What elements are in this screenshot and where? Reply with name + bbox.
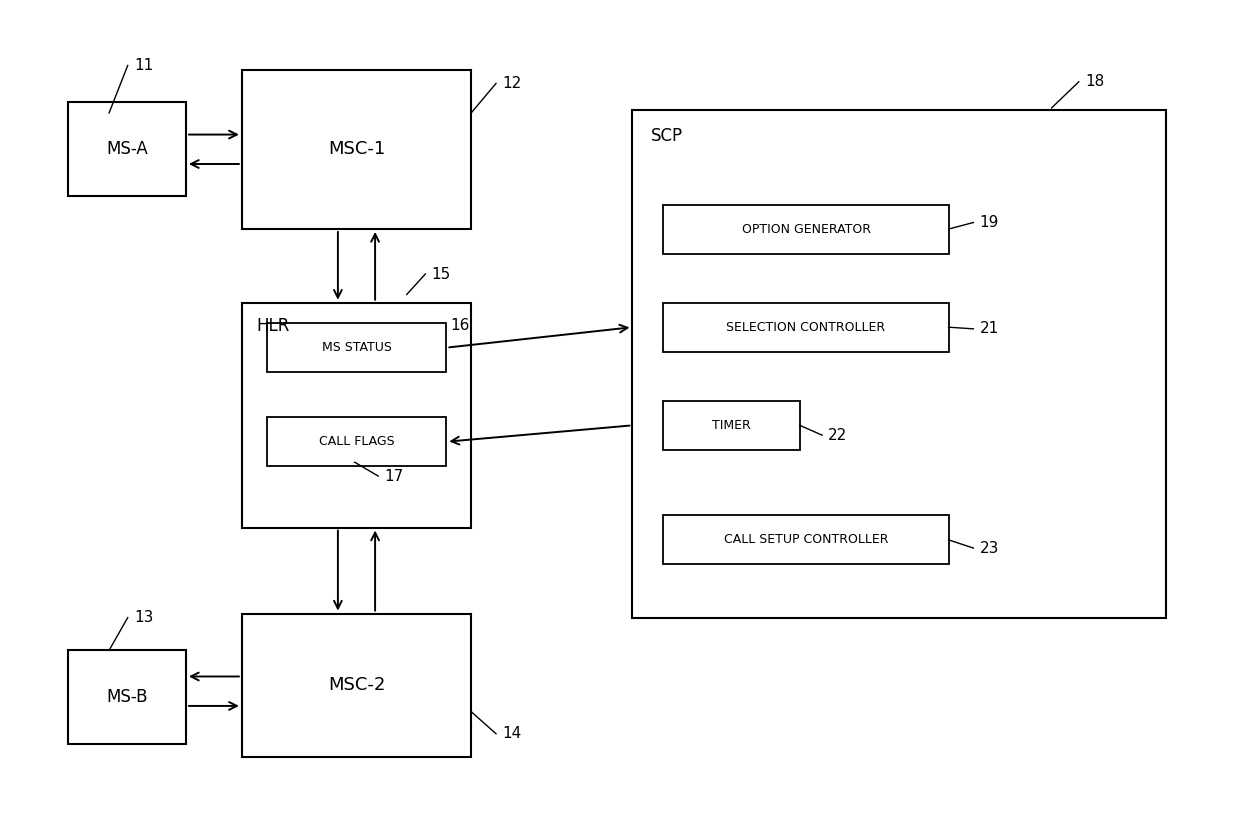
Text: SELECTION CONTROLLER: SELECTION CONTROLLER <box>727 321 885 334</box>
Text: 14: 14 <box>502 726 522 741</box>
Text: MS-B: MS-B <box>107 688 148 707</box>
Text: SCP: SCP <box>651 127 683 145</box>
Bar <box>663 515 949 564</box>
Text: 22: 22 <box>828 428 848 443</box>
Text: 23: 23 <box>980 541 999 555</box>
Text: MS-A: MS-A <box>107 140 148 159</box>
Bar <box>68 102 186 196</box>
Bar <box>663 303 949 352</box>
Bar <box>242 614 471 757</box>
Text: 11: 11 <box>134 58 154 73</box>
Text: CALL SETUP CONTROLLER: CALL SETUP CONTROLLER <box>724 533 888 546</box>
Text: 17: 17 <box>384 469 404 483</box>
Bar <box>242 303 471 528</box>
Text: 16: 16 <box>450 318 470 333</box>
Bar <box>242 70 471 229</box>
Text: CALL FLAGS: CALL FLAGS <box>319 435 394 448</box>
Text: MSC-1: MSC-1 <box>327 140 386 159</box>
Bar <box>632 110 1166 618</box>
Text: 12: 12 <box>502 76 522 91</box>
Bar <box>663 204 949 254</box>
Text: 21: 21 <box>980 321 999 336</box>
Text: 18: 18 <box>1085 74 1105 89</box>
Bar <box>663 401 800 450</box>
Text: 15: 15 <box>432 267 451 281</box>
Bar <box>267 417 446 466</box>
Text: 19: 19 <box>980 215 999 230</box>
Text: OPTION GENERATOR: OPTION GENERATOR <box>742 222 870 236</box>
Text: MSC-2: MSC-2 <box>327 676 386 694</box>
Text: HLR: HLR <box>257 317 290 335</box>
Text: TIMER: TIMER <box>712 419 751 432</box>
Bar <box>68 650 186 744</box>
Text: 13: 13 <box>134 610 154 625</box>
Bar <box>267 323 446 372</box>
Text: MS STATUS: MS STATUS <box>321 341 392 354</box>
